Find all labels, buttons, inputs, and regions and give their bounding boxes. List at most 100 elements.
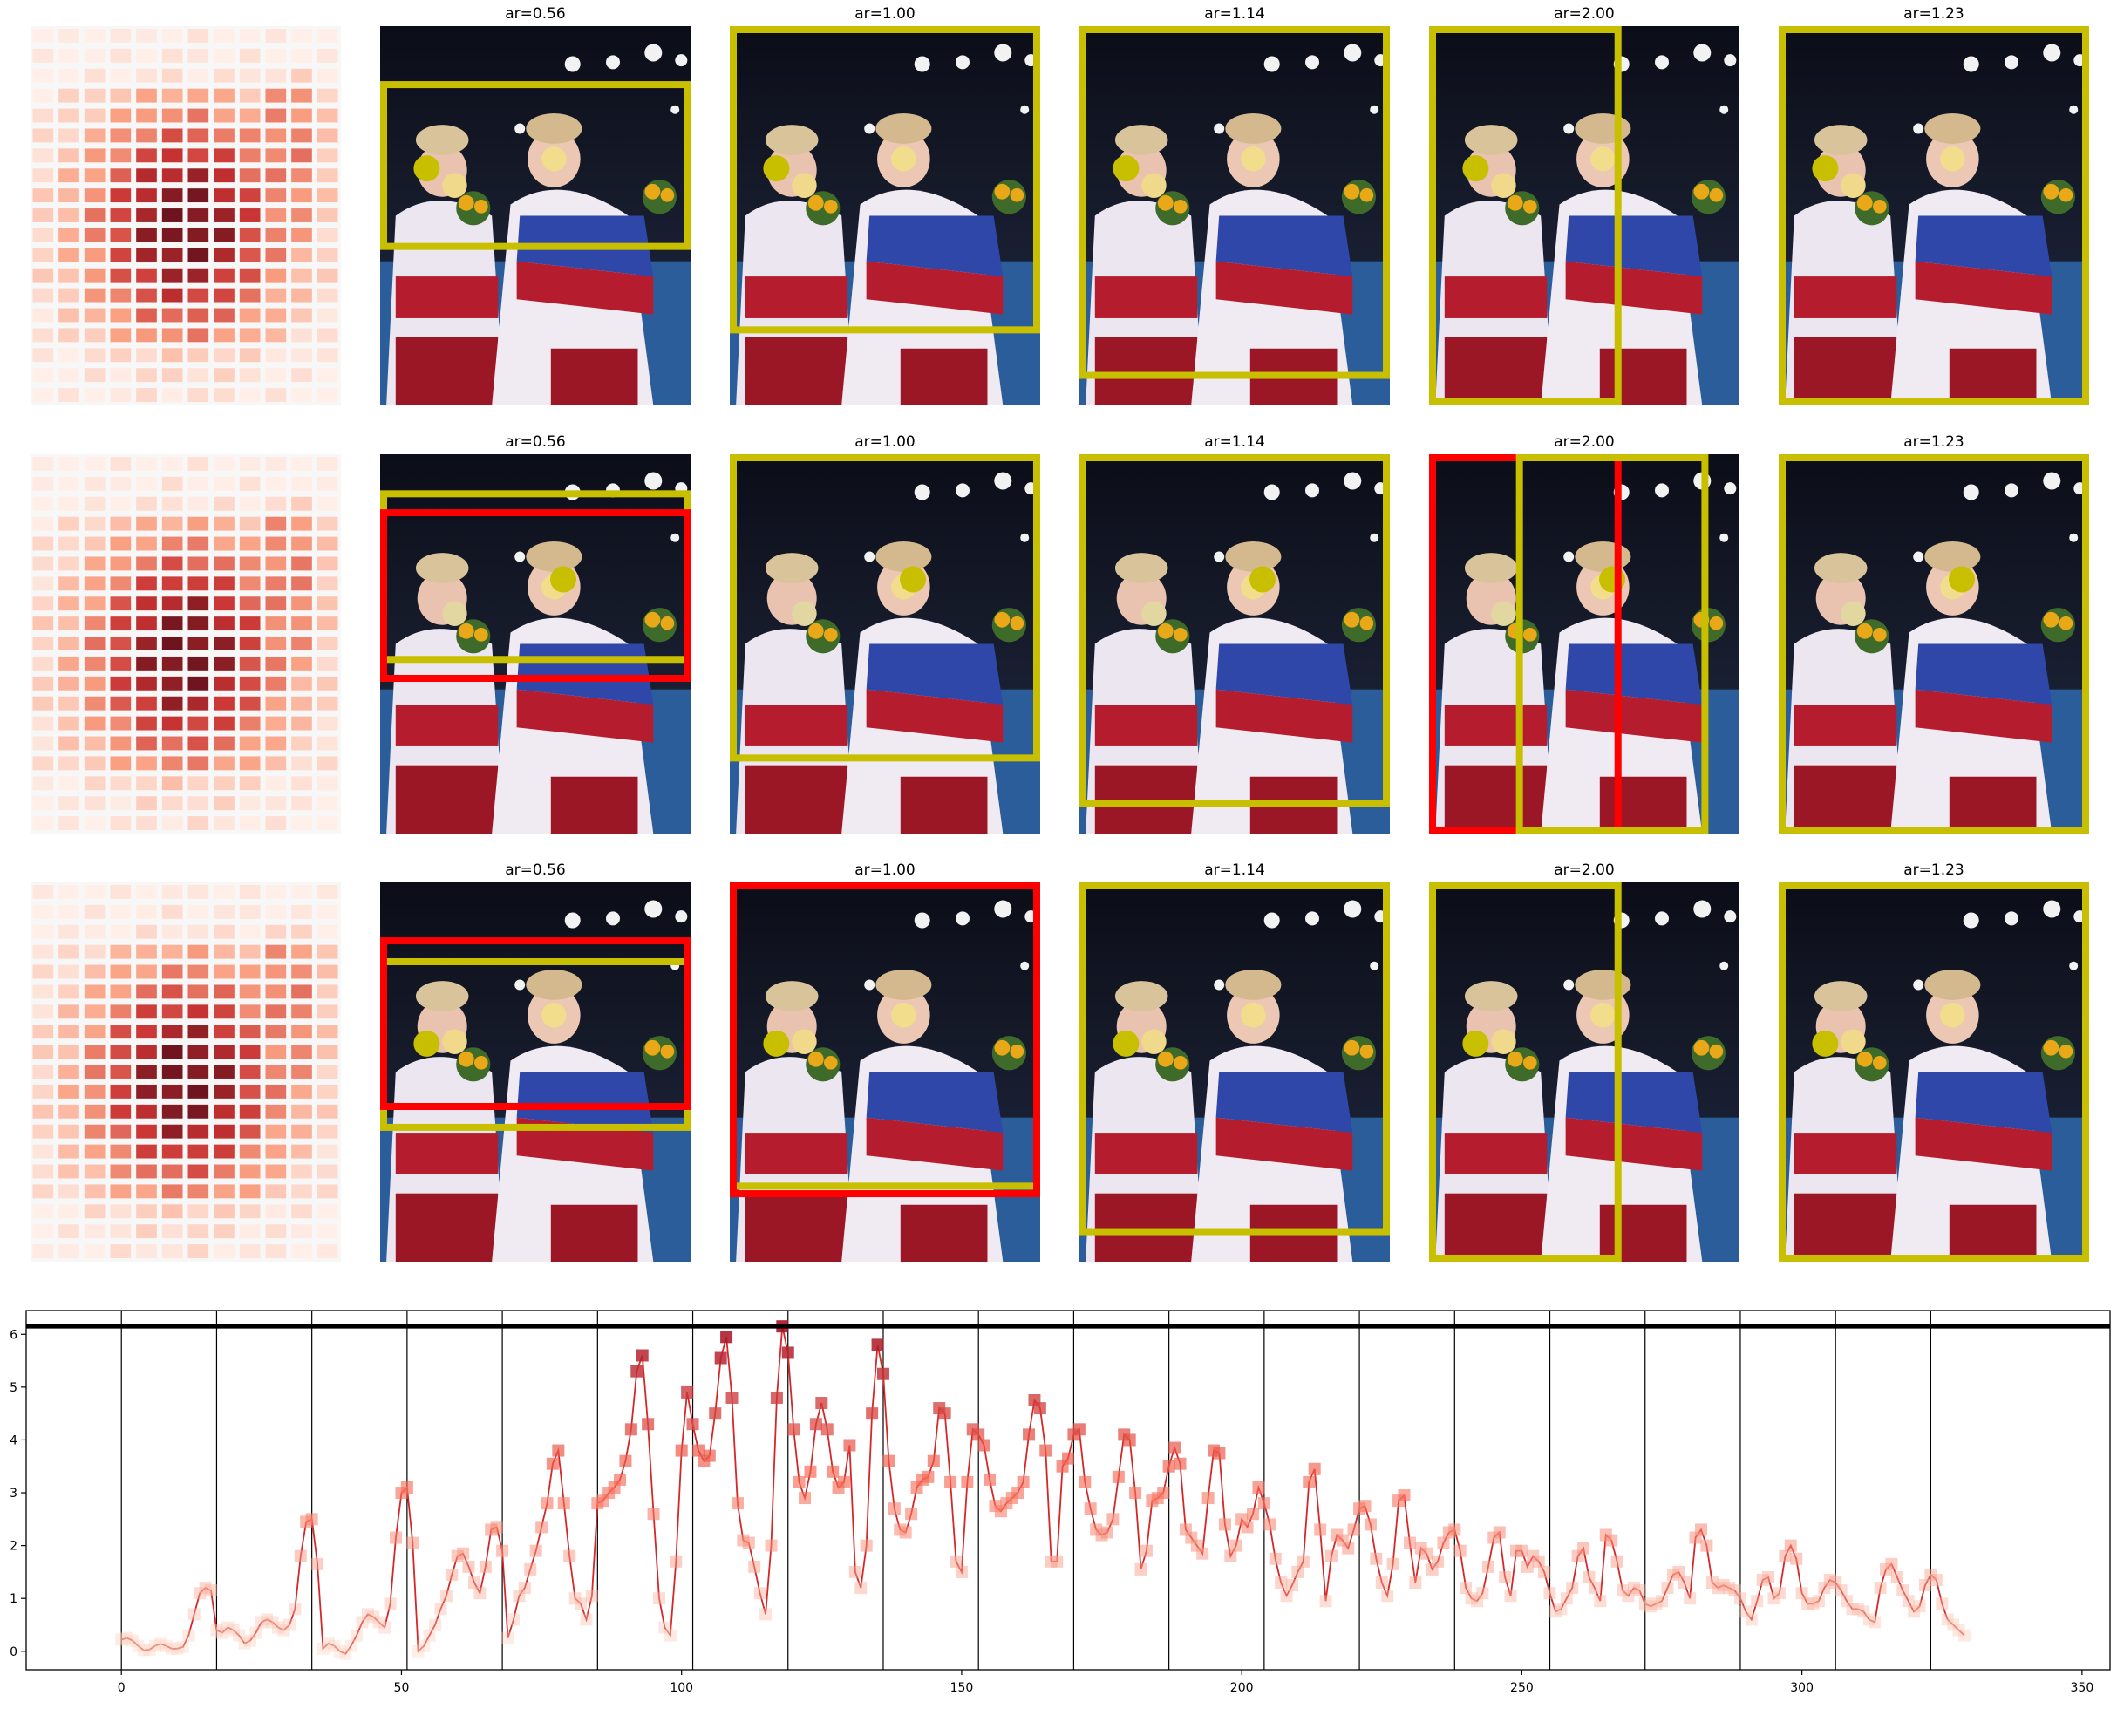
data-point-marker — [446, 1568, 459, 1581]
heatmap-cell — [161, 48, 183, 63]
heatmap-cell — [136, 796, 157, 811]
heatmap-cell — [84, 88, 106, 103]
heatmap-cell — [161, 944, 183, 959]
data-point-marker — [243, 1634, 256, 1647]
data-point-marker — [1650, 1597, 1663, 1610]
data-point-marker — [720, 1331, 733, 1344]
jacket-panel-red — [1215, 261, 1353, 315]
data-point-marker — [1241, 1521, 1254, 1534]
heatmap-cell — [187, 1184, 209, 1199]
x-tick-label: 150 — [950, 1681, 974, 1695]
saliency-point — [413, 155, 440, 182]
heatmap-cell — [58, 944, 79, 959]
data-point-marker — [215, 1626, 228, 1639]
heatmap-cell — [187, 1084, 209, 1099]
sunflower — [1522, 1055, 1537, 1070]
athlete-right-pants — [1599, 1204, 1687, 1262]
heatmap-cell — [317, 696, 338, 711]
sunflower — [1010, 616, 1024, 630]
heatmap-cell — [239, 964, 261, 979]
heatmap-cell — [291, 1124, 312, 1139]
heatmap-cell — [291, 68, 312, 83]
heatmap-cell — [110, 656, 132, 671]
panel-title: ar=1.23 — [1903, 861, 1964, 879]
sunflower — [660, 187, 675, 202]
heatmap-cell — [317, 348, 338, 363]
heatmap-cell — [110, 964, 132, 979]
heatmap-cell — [317, 944, 338, 959]
data-point-marker — [770, 1391, 783, 1404]
heatmap-cell — [214, 656, 235, 671]
medal — [1841, 173, 1866, 198]
heatmap-cell — [110, 128, 132, 143]
athlete-right-hair — [526, 970, 582, 1000]
heatmap-cell — [291, 756, 312, 771]
arena-light — [2043, 44, 2061, 62]
data-point-marker — [1269, 1552, 1282, 1565]
jacket-panel-red — [866, 1117, 1004, 1171]
heatmap-cell — [161, 168, 183, 183]
crop-box-yellow — [1079, 454, 1390, 807]
data-point-marker — [984, 1473, 997, 1486]
x-tick-label: 50 — [394, 1681, 410, 1695]
heatmap-cell — [110, 496, 132, 511]
heatmap-cell — [214, 88, 235, 103]
heatmap-cell — [32, 984, 54, 999]
heatmap-cell — [239, 228, 261, 242]
data-point-marker — [1555, 1603, 1568, 1616]
heatmap-cell — [317, 108, 338, 123]
data-point-marker — [266, 1616, 279, 1629]
jacket-panel-red — [1565, 261, 1703, 315]
heatmap-cell — [110, 516, 132, 531]
athlete-right-hair — [1225, 113, 1282, 144]
arena-light — [1719, 105, 1729, 114]
arena-light — [564, 56, 581, 72]
sunflower — [1872, 199, 1887, 214]
arena-light — [1344, 472, 1362, 490]
saliency-point — [900, 566, 927, 593]
heatmap-cell — [265, 576, 287, 591]
data-point-marker — [1051, 1555, 1064, 1568]
data-point-marker — [1941, 1613, 1954, 1626]
heatmap-cell — [291, 796, 312, 811]
heatmap-cell — [239, 268, 261, 283]
data-point-marker — [652, 1592, 665, 1605]
heatmap-cell — [265, 48, 287, 63]
heatmap-cell — [239, 576, 261, 591]
heatmap-cell — [32, 716, 54, 731]
grid-row: ar=0.56 ar=1.00 ar=1.14 ar=2.00 ar=1.23 — [31, 433, 2089, 834]
sunflower — [1010, 187, 1024, 202]
arena-light — [1214, 551, 1225, 562]
heatmap-cell — [317, 1124, 338, 1139]
data-point-marker — [843, 1439, 856, 1452]
data-point-marker — [1297, 1555, 1310, 1568]
medal — [1491, 1029, 1516, 1054]
data-point-marker — [339, 1647, 352, 1660]
data-point-marker — [1622, 1590, 1635, 1603]
plot-frame — [25, 1310, 2111, 1671]
heatmap-cell — [317, 1104, 338, 1119]
heatmap-cell — [265, 348, 287, 363]
heatmap-cell — [187, 368, 209, 383]
heatmap-cell — [214, 1164, 235, 1179]
heatmap-cell — [187, 536, 209, 551]
heatmap-cell — [317, 1004, 338, 1019]
crop-box-yellow — [1515, 454, 1709, 834]
heatmap-cell — [58, 576, 79, 591]
data-point-marker — [1017, 1475, 1030, 1488]
heatmap-cell — [187, 616, 209, 631]
heatmap-cell — [317, 556, 338, 571]
heatmap-cell — [291, 476, 312, 491]
jacket-stripe-red — [1444, 705, 1548, 746]
heatmap-cell — [110, 1244, 132, 1258]
data-point-marker — [1605, 1534, 1618, 1547]
data-point-marker — [1908, 1605, 1921, 1618]
heatmap-cell — [187, 228, 209, 242]
sunflower — [823, 199, 838, 214]
x-tick-label: 350 — [2071, 1681, 2094, 1695]
data-point-marker — [199, 1582, 212, 1595]
heatmap-cell — [265, 756, 287, 771]
arena-light — [644, 44, 663, 62]
jacket-panel-blue — [866, 1072, 1004, 1134]
